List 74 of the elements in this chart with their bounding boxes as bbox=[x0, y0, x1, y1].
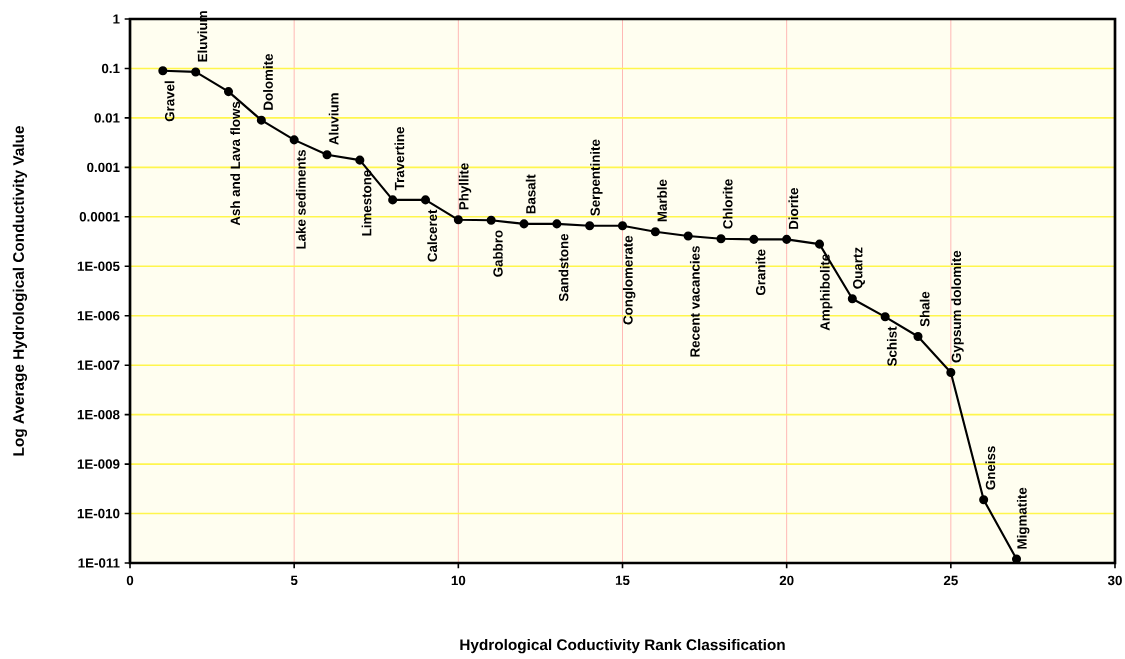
point bbox=[979, 495, 989, 505]
annotation: Quartz bbox=[853, 247, 865, 289]
x-tick-label: 25 bbox=[943, 575, 958, 586]
y-tick-label: 1 bbox=[113, 14, 120, 24]
annotation: Marble bbox=[657, 179, 667, 222]
point bbox=[716, 234, 726, 244]
point bbox=[486, 215, 496, 225]
point bbox=[749, 234, 759, 244]
y-tick-label: 0.01 bbox=[94, 113, 120, 123]
y-tick-label: 1E-008 bbox=[77, 409, 120, 420]
y-tick-label: 1E-006 bbox=[77, 311, 120, 321]
point bbox=[355, 155, 365, 165]
annotation: Lake sediments bbox=[295, 150, 306, 249]
x-tick-label: 15 bbox=[615, 575, 630, 585]
annotation: Gabbro bbox=[492, 230, 503, 277]
point bbox=[683, 231, 693, 241]
point bbox=[191, 67, 201, 77]
point bbox=[946, 368, 956, 378]
point bbox=[223, 87, 234, 97]
annotation: Conglomerate bbox=[622, 235, 636, 325]
annotation: Calceret bbox=[427, 209, 438, 262]
annotation: Gravel bbox=[164, 81, 175, 122]
annotation: Ash and Lava flows bbox=[230, 101, 241, 226]
annotation: Gypsum dolomite bbox=[951, 250, 964, 363]
point bbox=[322, 150, 332, 160]
y-axis-title: Log Average Hydrological Conductivity Value bbox=[12, 126, 28, 456]
x-axis-title: Hydrological Coductivity Rank Classification bbox=[460, 638, 785, 654]
annotation: Shale bbox=[919, 291, 930, 327]
annotation: Serpentinite bbox=[590, 139, 603, 216]
y-tick-label: 0.0001 bbox=[79, 212, 120, 222]
point bbox=[256, 115, 266, 125]
annotation: Basalt bbox=[525, 174, 536, 214]
annotation: Granite bbox=[755, 249, 766, 296]
y-tick-label: 0.001 bbox=[87, 162, 120, 173]
annotation: Recent vacancies bbox=[689, 246, 700, 357]
annotation: Migmatite bbox=[1016, 487, 1030, 549]
y-tick-label: 0.1 bbox=[101, 63, 120, 74]
point bbox=[289, 135, 299, 145]
annotation: Dolomite bbox=[263, 53, 273, 110]
x-tick-label: 0 bbox=[126, 575, 134, 586]
point bbox=[453, 215, 463, 225]
point bbox=[782, 234, 792, 244]
annotation: Diorite bbox=[788, 187, 799, 229]
annotation: Travertine bbox=[394, 127, 405, 191]
point bbox=[913, 331, 923, 342]
point bbox=[880, 312, 890, 322]
point bbox=[847, 294, 857, 304]
point bbox=[650, 227, 660, 237]
x-tick-label: 5 bbox=[290, 575, 298, 585]
x-tick-label: 30 bbox=[1107, 575, 1122, 586]
y-tick-label: 1E-005 bbox=[77, 261, 120, 271]
point bbox=[814, 239, 825, 249]
annotation: Aluvium bbox=[328, 93, 339, 145]
annotation: Chlorite bbox=[722, 179, 733, 229]
annotation: Phyllite bbox=[458, 163, 472, 210]
point bbox=[585, 221, 595, 231]
annotation: Schist bbox=[886, 326, 897, 367]
point bbox=[617, 221, 628, 231]
y-tick-label: 1E-009 bbox=[77, 459, 120, 469]
point bbox=[158, 66, 168, 76]
point bbox=[552, 219, 562, 229]
x-tick-label: 20 bbox=[779, 575, 794, 586]
point bbox=[420, 195, 431, 205]
annotation: Limestone bbox=[361, 170, 372, 236]
point bbox=[519, 219, 529, 229]
annotation: Sandstone bbox=[558, 233, 569, 302]
annotation: Eluvium bbox=[197, 11, 208, 62]
annotation: Amphibolite bbox=[819, 254, 833, 331]
y-tick-label: 1E-010 bbox=[77, 508, 120, 519]
x-tick-label: 10 bbox=[451, 575, 466, 586]
annotation: Gneiss bbox=[985, 446, 996, 490]
point bbox=[388, 195, 398, 205]
y-tick-label: 1E-011 bbox=[78, 558, 120, 568]
y-tick-label: 1E-007 bbox=[77, 360, 120, 370]
